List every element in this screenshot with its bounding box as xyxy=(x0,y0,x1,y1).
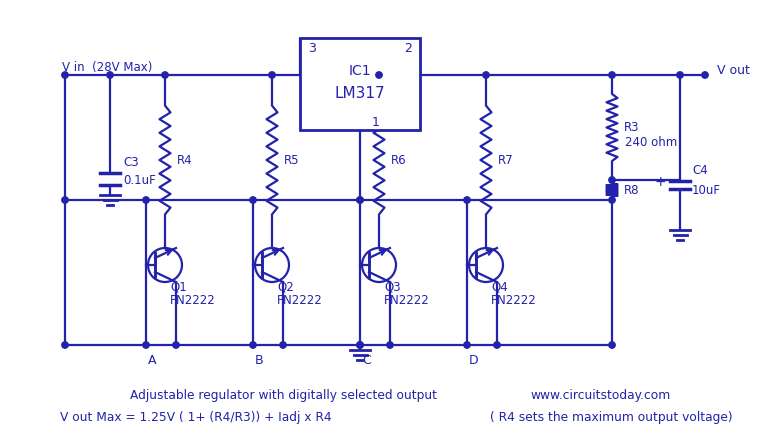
Text: C3: C3 xyxy=(123,156,139,170)
Circle shape xyxy=(357,342,364,348)
Circle shape xyxy=(676,72,683,78)
Text: Adjustable regulator with digitally selected output: Adjustable regulator with digitally sele… xyxy=(130,389,437,402)
Circle shape xyxy=(143,197,150,203)
Text: PN2222: PN2222 xyxy=(491,294,537,307)
Text: Q1: Q1 xyxy=(170,280,186,293)
Circle shape xyxy=(250,197,256,203)
Text: R3: R3 xyxy=(624,121,640,134)
Text: C: C xyxy=(362,353,370,367)
Circle shape xyxy=(387,342,393,348)
Circle shape xyxy=(464,342,470,348)
Circle shape xyxy=(280,342,286,348)
Circle shape xyxy=(494,342,500,348)
Text: R6: R6 xyxy=(391,153,407,166)
Circle shape xyxy=(62,197,68,203)
Circle shape xyxy=(62,72,68,78)
Text: Q4: Q4 xyxy=(491,280,508,293)
Text: V in  (28V Max): V in (28V Max) xyxy=(62,61,153,74)
Circle shape xyxy=(609,72,615,78)
Circle shape xyxy=(62,342,68,348)
Circle shape xyxy=(107,72,114,78)
Text: A: A xyxy=(148,353,156,367)
Circle shape xyxy=(357,197,364,203)
Circle shape xyxy=(162,72,168,78)
Text: IC1: IC1 xyxy=(349,64,371,78)
Text: D: D xyxy=(469,353,479,367)
Text: ( R4 sets the maximum output voltage): ( R4 sets the maximum output voltage) xyxy=(490,411,732,424)
Text: 240 ohm: 240 ohm xyxy=(625,136,677,149)
Text: www.circuitstoday.com: www.circuitstoday.com xyxy=(530,389,670,402)
Text: 3: 3 xyxy=(308,42,316,54)
Text: Q3: Q3 xyxy=(384,280,400,293)
Circle shape xyxy=(268,72,275,78)
Text: R8: R8 xyxy=(624,184,640,197)
Circle shape xyxy=(376,72,382,78)
Text: 2: 2 xyxy=(404,42,412,54)
Text: PN2222: PN2222 xyxy=(170,294,216,307)
Circle shape xyxy=(143,342,150,348)
Text: C4: C4 xyxy=(692,165,708,177)
Text: PN2222: PN2222 xyxy=(384,294,430,307)
Text: R4: R4 xyxy=(177,153,193,166)
Text: 0.1uF: 0.1uF xyxy=(123,174,156,187)
Circle shape xyxy=(464,197,470,203)
FancyBboxPatch shape xyxy=(300,38,420,130)
Circle shape xyxy=(250,342,256,348)
Circle shape xyxy=(702,72,708,78)
Text: V out: V out xyxy=(717,64,750,77)
Text: R7: R7 xyxy=(498,153,514,166)
Text: R5: R5 xyxy=(284,153,299,166)
Text: V out Max = 1.25V ( 1+ (R4/R3)) + Iadj x R4: V out Max = 1.25V ( 1+ (R4/R3)) + Iadj x… xyxy=(60,411,331,424)
Circle shape xyxy=(609,342,615,348)
Circle shape xyxy=(482,72,489,78)
Text: 10uF: 10uF xyxy=(692,184,721,198)
Text: +: + xyxy=(654,175,666,189)
Circle shape xyxy=(357,342,364,348)
Text: 1: 1 xyxy=(372,116,380,128)
Text: Q2: Q2 xyxy=(277,280,294,293)
Circle shape xyxy=(609,197,615,203)
Text: LM317: LM317 xyxy=(334,86,385,102)
Text: PN2222: PN2222 xyxy=(277,294,323,307)
Circle shape xyxy=(357,197,364,203)
Circle shape xyxy=(173,342,179,348)
Text: B: B xyxy=(255,353,264,367)
Circle shape xyxy=(609,177,615,183)
